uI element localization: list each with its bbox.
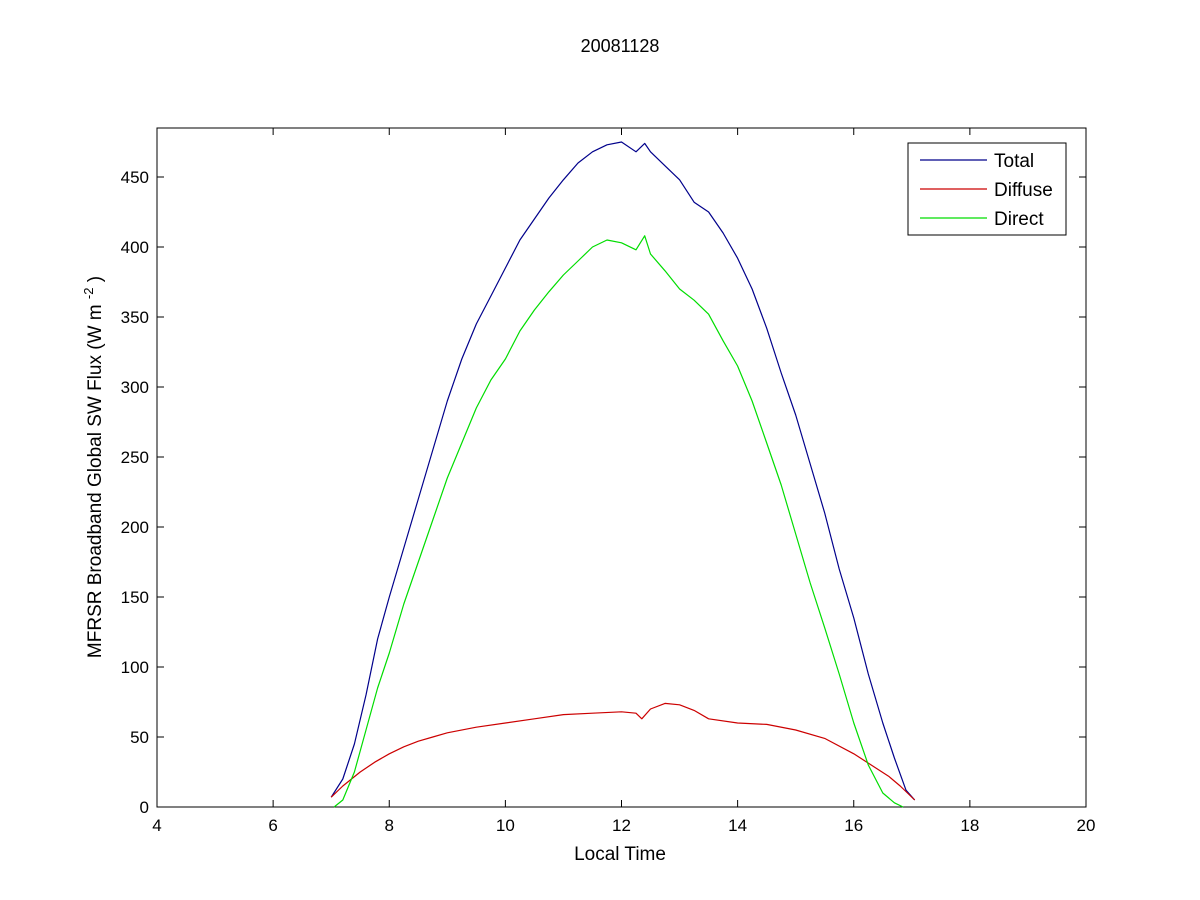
y-axis-label: MFRSR Broadband Global SW Flux (W m -2 ) <box>77 276 106 658</box>
x-tick-label: 8 <box>385 816 394 835</box>
x-tick-label: 12 <box>612 816 631 835</box>
legend-label-total: Total <box>994 151 1034 172</box>
y-tick-label: 250 <box>121 448 149 467</box>
y-tick-label: 350 <box>121 308 149 327</box>
y-tick-label: 300 <box>121 378 149 397</box>
y-tick-label: 200 <box>121 518 149 537</box>
x-tick-label: 6 <box>268 816 277 835</box>
x-tick-label: 10 <box>496 816 515 835</box>
x-tick-label: 16 <box>844 816 863 835</box>
x-tick-label: 18 <box>960 816 979 835</box>
series-line-total <box>330 141 916 801</box>
plot-area <box>156 127 1087 808</box>
y-axis-label-superscript: -2 <box>81 288 96 300</box>
y-tick-label: 0 <box>140 798 149 817</box>
axis-ticks: 4 6 8 10 12 14 16 18 200501001502002503003504004… <box>121 128 1096 835</box>
legend-label-direct: Direct <box>994 209 1044 230</box>
chart-title: 20081128 <box>581 36 660 56</box>
y-tick-label: 50 <box>130 728 149 747</box>
series-lines <box>330 141 916 808</box>
y-axis-label-end: ) <box>85 276 106 282</box>
series-line-direct <box>333 235 904 808</box>
x-tick-label: 14 <box>728 816 747 835</box>
y-tick-label: 450 <box>121 168 149 187</box>
x-tick-label: 20 <box>1077 816 1096 835</box>
legend-label-diffuse: Diffuse <box>994 180 1053 201</box>
x-tick-label: 4 <box>152 816 161 835</box>
y-tick-label: 100 <box>121 658 149 677</box>
y-tick-label: 150 <box>121 588 149 607</box>
series-line-diffuse <box>330 702 916 801</box>
y-axis-label-main: MFRSR Broadband Global SW Flux (W m <box>85 304 106 658</box>
x-axis-label: Local Time <box>574 844 666 865</box>
legend: Total Diffuse Direct <box>907 142 1067 236</box>
y-tick-label: 400 <box>121 238 149 257</box>
legend-entries: Total Diffuse Direct <box>920 151 1053 230</box>
